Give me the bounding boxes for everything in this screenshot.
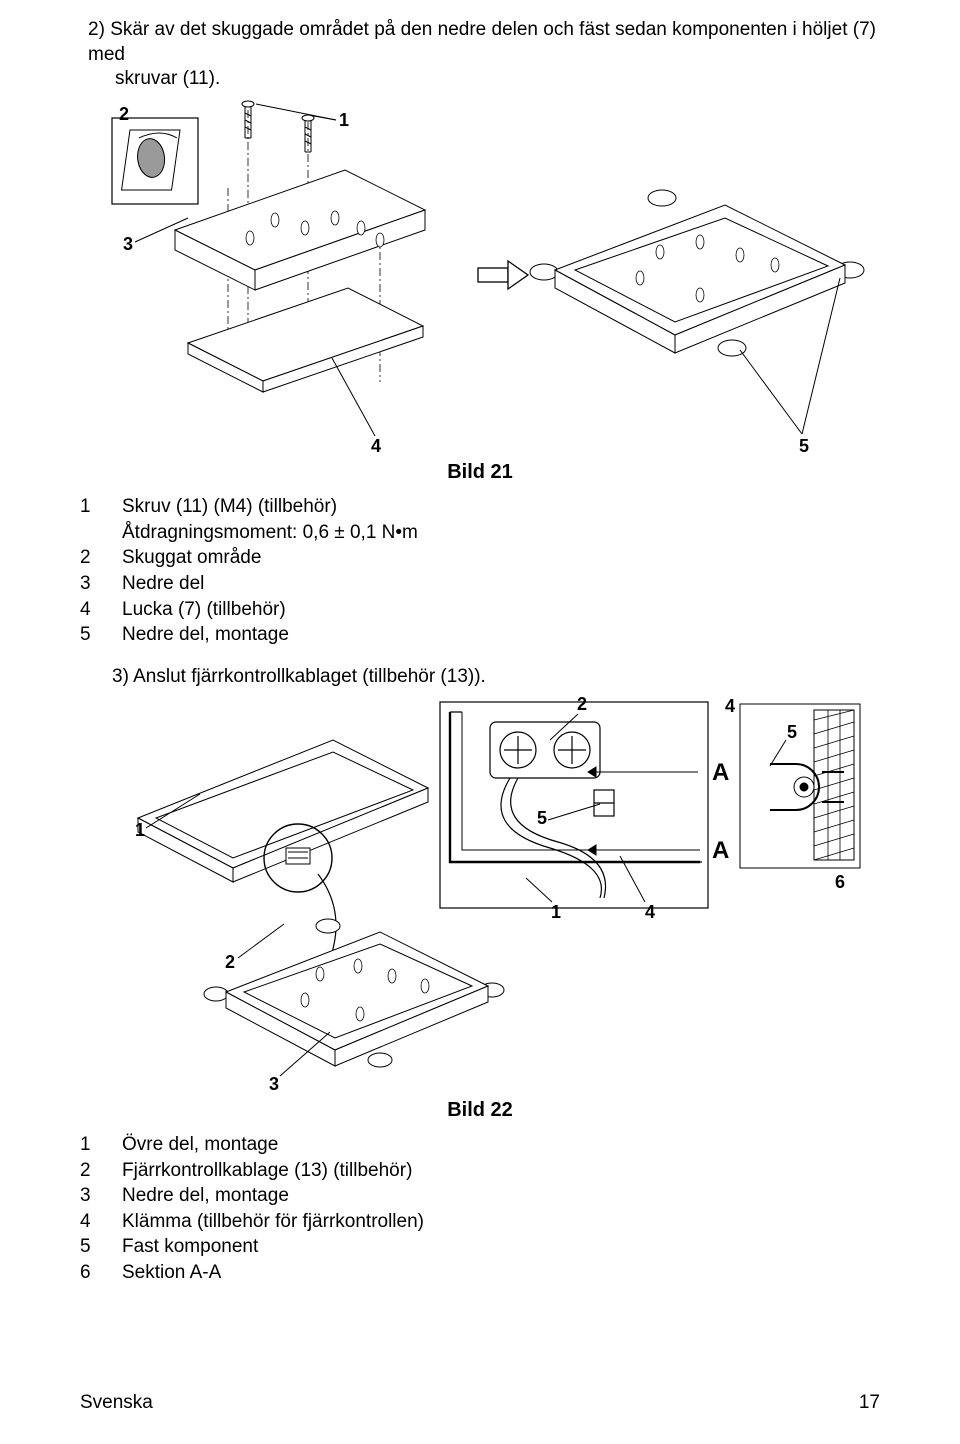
- step3-text: 3) Anslut fjärrkontrollkablaget (tillbeh…: [80, 666, 880, 688]
- legend-row: 4Klämma (tillbehör för fjärrkontrollen): [80, 1209, 880, 1235]
- fig22-n6: 6: [835, 872, 845, 892]
- page: 2) Skär av det skuggade området på den n…: [0, 0, 960, 1444]
- figure22-legend: 1Övre del, montage 2Fjärrkontrollkablage…: [80, 1132, 880, 1286]
- footer-left: Svenska: [80, 1392, 153, 1414]
- step2-prefix: 2): [88, 19, 110, 40]
- fig21-n2: 2: [119, 104, 129, 124]
- legend-row: 1Skruv (11) (M4) (tillbehör): [80, 494, 880, 520]
- fig22-n4a: 4: [725, 696, 735, 716]
- legend-row: 2Skuggat område: [80, 545, 880, 571]
- figure22-caption: Bild 22: [447, 1099, 513, 1121]
- fig22-n4b: 4: [645, 902, 655, 922]
- fig22-Ab: A: [712, 837, 729, 864]
- fig21-n3: 3: [123, 234, 133, 254]
- figure-21-svg: 1 2 3 4 5 Bild 21: [80, 100, 880, 488]
- step2-line1: Skär av det skuggade området på den nedr…: [88, 19, 876, 65]
- legend-row: 5Nedre del, montage: [80, 622, 880, 648]
- fig22-n2a: 2: [577, 696, 587, 714]
- legend-row: 1Övre del, montage: [80, 1132, 880, 1158]
- fig22-n1a: 1: [135, 820, 145, 840]
- step2-text: 2) Skär av det skuggade området på den n…: [80, 18, 880, 92]
- legend-row: 4Lucka (7) (tillbehör): [80, 597, 880, 623]
- fig21-n1: 1: [339, 110, 349, 130]
- page-footer: Svenska 17: [80, 1392, 880, 1414]
- fig22-n3: 3: [269, 1074, 279, 1094]
- figure-22: 1 1 2 2 3 4 4 5 5 6 A A Bild 22: [80, 696, 880, 1126]
- step2-line2: skruvar (11).: [88, 67, 880, 92]
- legend-row: 5Fast komponent: [80, 1234, 880, 1260]
- fig22-n1b: 1: [551, 902, 561, 922]
- fig22-n5a: 5: [537, 808, 547, 828]
- figure21-legend: 1Skruv (11) (M4) (tillbehör) Åtdragnings…: [80, 494, 880, 648]
- legend-row: 3Nedre del, montage: [80, 1183, 880, 1209]
- legend-row: 6Sektion A-A: [80, 1260, 880, 1286]
- figure-22-svg: 1 1 2 2 3 4 4 5 5 6 A A Bild 22: [80, 696, 880, 1126]
- fig22-Aa: A: [712, 759, 729, 786]
- legend-row: 3Nedre del: [80, 571, 880, 597]
- figure21-caption: Bild 21: [447, 461, 513, 483]
- fig22-n5b: 5: [787, 722, 797, 742]
- fig21-n5: 5: [799, 436, 809, 456]
- fig22-n2b: 2: [225, 952, 235, 972]
- legend-row: 2Fjärrkontrollkablage (13) (tillbehör): [80, 1158, 880, 1184]
- footer-right: 17: [859, 1392, 880, 1414]
- figure-21: 1 2 3 4 5 Bild 21: [80, 100, 880, 488]
- fig21-n4: 4: [371, 436, 381, 456]
- legend-row: Åtdragningsmoment: 0,6 ± 0,1 N•m: [80, 520, 880, 546]
